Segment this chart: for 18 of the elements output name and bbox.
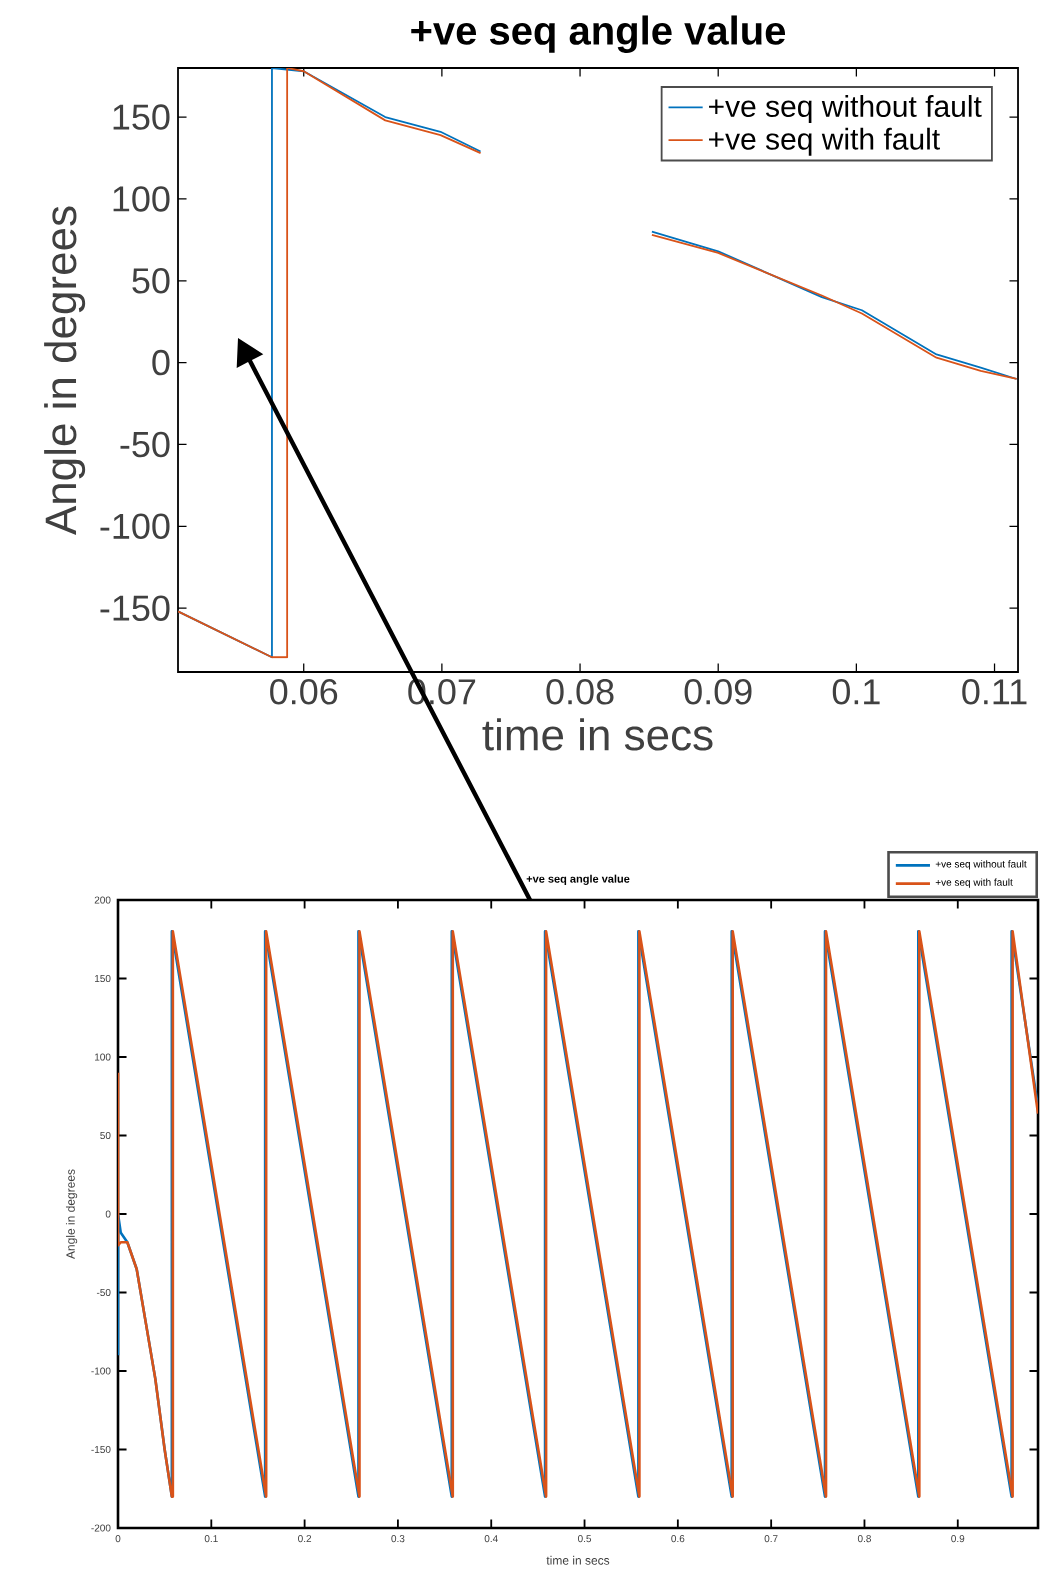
y-tick-label: -100 — [100, 513, 170, 540]
y-tick-label: 150 — [113, 104, 170, 130]
y-tick-label: 0 — [152, 349, 170, 376]
line-series — [118, 930, 1039, 1498]
y-axis-title: Angle in degrees — [44, 206, 86, 536]
x-tick-label: 0.06 — [270, 679, 338, 705]
y-tick-label: -50 — [120, 431, 170, 458]
x-tick-label: 0.09 — [684, 679, 752, 705]
y-tick-label: 50 — [132, 268, 170, 294]
legend-label: +ve seq with fault — [709, 127, 940, 156]
legend-label: +ve seq without fault — [709, 95, 982, 123]
chart-title: +ve seq angle value — [411, 15, 786, 53]
x-axis-title: time in secs — [482, 718, 713, 751]
x-tick-label: 0.1 — [832, 679, 880, 705]
y-tick-label: -150 — [100, 595, 170, 621]
x-tick-label: 0.11 — [962, 679, 1027, 705]
y-tick-label: 100 — [113, 186, 170, 212]
x-tick-label: 0.08 — [546, 679, 614, 705]
